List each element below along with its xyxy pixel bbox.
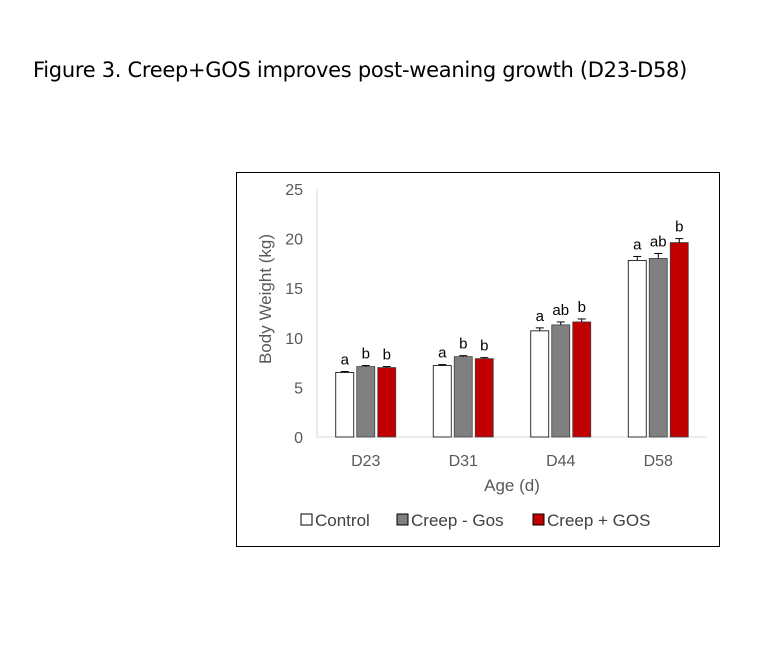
significance-label: ab bbox=[552, 302, 569, 319]
bar bbox=[356, 366, 376, 438]
y-tick-label: 20 bbox=[285, 232, 303, 249]
bar bbox=[530, 330, 550, 438]
y-axis-title: Body Weight (kg) bbox=[256, 234, 275, 364]
x-tick-label: D23 bbox=[351, 453, 380, 470]
significance-label: b bbox=[459, 336, 467, 353]
bar bbox=[648, 258, 668, 438]
legend-swatch bbox=[532, 513, 545, 526]
figure-title: Figure 3. Creep+GOS improves post-weanin… bbox=[33, 58, 687, 82]
x-axis-title: Age (d) bbox=[484, 476, 540, 495]
x-tick-label: D31 bbox=[449, 453, 478, 470]
bar bbox=[551, 324, 571, 438]
bar bbox=[377, 367, 397, 438]
y-tick-label: 0 bbox=[294, 430, 303, 447]
significance-label: b bbox=[383, 347, 391, 364]
bar bbox=[627, 260, 647, 438]
significance-label: ab bbox=[650, 233, 667, 250]
legend-label: Creep - Gos bbox=[411, 511, 504, 530]
significance-label: b bbox=[362, 346, 370, 363]
significance-label: b bbox=[480, 338, 488, 355]
x-tick-label: D44 bbox=[546, 453, 575, 470]
x-tick-label: D58 bbox=[644, 453, 673, 470]
bar bbox=[335, 372, 355, 438]
bar bbox=[432, 365, 452, 438]
chart-frame: 0 5 10 15 20 25 D23 a b b D31 a b b D44 a ab b D58 a ab b Age … bbox=[236, 172, 720, 547]
bar bbox=[572, 321, 592, 438]
legend-swatch bbox=[396, 513, 409, 526]
y-tick-label: 25 bbox=[285, 182, 303, 199]
significance-label: a bbox=[438, 345, 447, 362]
bar bbox=[474, 358, 494, 438]
significance-label: a bbox=[536, 308, 545, 325]
significance-label: b bbox=[578, 299, 586, 316]
significance-label: a bbox=[633, 236, 642, 253]
bar bbox=[453, 356, 473, 438]
legend-label: Creep + GOS bbox=[547, 511, 650, 530]
y-tick-label: 5 bbox=[294, 380, 303, 397]
legend-swatch bbox=[300, 513, 313, 526]
y-tick-label: 15 bbox=[285, 281, 303, 298]
legend-label: Control bbox=[315, 511, 370, 530]
significance-label: a bbox=[341, 352, 350, 369]
y-tick-label: 10 bbox=[285, 331, 303, 348]
bar bbox=[669, 242, 689, 438]
significance-label: b bbox=[675, 219, 683, 236]
